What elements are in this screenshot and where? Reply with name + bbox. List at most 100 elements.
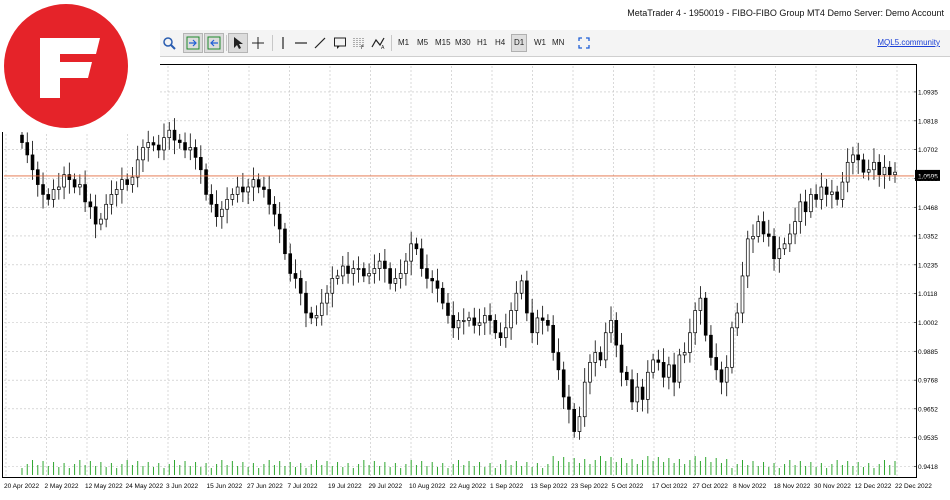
- candle-bullish: [693, 310, 697, 334]
- candle-bullish: [135, 159, 140, 178]
- candle-bullish: [840, 181, 845, 200]
- candle-bearish: [419, 248, 424, 269]
- date-tick-label: 17 Oct 2022: [652, 483, 688, 490]
- candle-bullish: [220, 208, 224, 218]
- candle-bullish: [251, 179, 256, 188]
- date-axis: 20 Apr 2022 2 May 2022 12 May 2022 24 May 2…: [4, 483, 932, 490]
- candle-bearish: [298, 278, 303, 294]
- candle-bearish: [199, 157, 203, 171]
- candle-bullish: [398, 273, 403, 279]
- candle-bullish: [751, 236, 755, 240]
- candle-bullish: [677, 354, 682, 383]
- candle-bullish: [509, 310, 513, 329]
- autoscroll-icon[interactable]: [183, 33, 203, 53]
- candle-bullish: [393, 278, 398, 284]
- candle-bullish: [735, 312, 740, 329]
- candle-bullish: [482, 315, 487, 324]
- candle-bullish: [603, 332, 608, 361]
- candle-bearish: [546, 320, 550, 326]
- price-tick-label: 1.0118: [918, 291, 938, 298]
- candle-bullish: [740, 275, 745, 314]
- timeframe-w1[interactable]: W1: [534, 38, 546, 47]
- candle-bullish: [99, 218, 103, 225]
- candle-bullish: [882, 166, 887, 176]
- candle-bearish: [567, 396, 571, 410]
- price-tick-label: 1.0818: [918, 118, 938, 125]
- candle-bullish: [782, 243, 787, 250]
- timeframe-m30[interactable]: M30: [455, 38, 471, 47]
- timeframe-h1[interactable]: H1: [477, 38, 488, 47]
- candle-bullish: [109, 194, 114, 205]
- candle-bearish: [824, 186, 829, 195]
- candle-bearish: [46, 194, 51, 200]
- timeframe-m15[interactable]: M15: [435, 38, 451, 47]
- bottom-strip: [0, 492, 950, 500]
- price-tick-label: 1.0702: [918, 147, 938, 154]
- candle-bullish: [788, 233, 792, 245]
- candle-bearish: [493, 320, 498, 334]
- candle-bullish: [341, 265, 345, 277]
- mql5-community-link[interactable]: MQL5.community: [877, 38, 940, 47]
- fibonacci-icon[interactable]: F: [349, 33, 369, 53]
- text-icon[interactable]: [330, 33, 350, 53]
- price-tick-label: 1.0235: [918, 262, 938, 269]
- candle-bullish: [793, 221, 797, 235]
- date-tick-label: 27 Jun 2022: [247, 483, 283, 490]
- cursor-icon[interactable]: [228, 33, 248, 53]
- date-tick-label: 3 Jun 2022: [166, 483, 199, 490]
- chart-shift-icon[interactable]: [204, 33, 224, 53]
- candle-bearish: [561, 369, 566, 398]
- chart-area[interactable]: [2, 64, 917, 478]
- timeframe-mn[interactable]: MN: [552, 38, 565, 47]
- candle-bearish: [435, 280, 440, 289]
- candle-bearish: [156, 144, 161, 151]
- candle-bearish: [772, 236, 776, 260]
- candle-bullish: [51, 189, 56, 200]
- candle-bearish: [283, 228, 287, 255]
- candle-bearish: [556, 352, 561, 371]
- candle-bullish: [504, 327, 508, 339]
- candle-bearish: [656, 359, 661, 363]
- date-tick-label: 22 Dec 2022: [895, 483, 932, 490]
- zoom-in-icon[interactable]: [159, 33, 179, 53]
- candle-bullish: [809, 194, 813, 213]
- candle-bullish: [377, 260, 382, 269]
- price-tick-label: 1.0585: [918, 176, 938, 183]
- timeframe-h4[interactable]: H4: [495, 38, 506, 47]
- timeframe-m1[interactable]: M1: [398, 38, 410, 47]
- candle-bullish: [167, 129, 172, 138]
- price-tick-label: 1.0352: [918, 233, 938, 240]
- crosshair-icon[interactable]: [248, 33, 268, 53]
- candle-bearish: [672, 364, 676, 383]
- date-tick-label: 24 May 2022: [126, 483, 164, 490]
- date-tick-label: 19 Jul 2022: [328, 483, 362, 490]
- price-tick-label: 0.9768: [918, 378, 938, 385]
- shapes-icon[interactable]: A: [369, 33, 389, 53]
- vertical-line-icon[interactable]: [273, 33, 293, 53]
- candle-bearish: [630, 379, 634, 403]
- candle-bullish: [319, 302, 324, 316]
- candle-bearish: [304, 292, 308, 314]
- candle-bullish: [114, 189, 119, 195]
- timeframe-d1[interactable]: D1: [511, 34, 528, 52]
- expand-icon[interactable]: [574, 33, 594, 53]
- candle-bearish: [30, 154, 35, 171]
- candle-bullish: [588, 362, 592, 383]
- candle-bullish: [188, 147, 193, 151]
- timeframe-m5[interactable]: M5: [417, 38, 429, 47]
- candle-bearish: [67, 174, 72, 180]
- date-tick-label: 23 Sep 2022: [571, 483, 608, 490]
- trendline-icon[interactable]: [310, 33, 330, 53]
- candle-bullish: [141, 147, 145, 161]
- horizontal-line-icon[interactable]: [291, 33, 311, 53]
- candle-bearish: [172, 129, 177, 141]
- candle-bearish: [41, 184, 45, 195]
- candle-bullish: [730, 327, 734, 368]
- candle-bearish: [383, 260, 387, 269]
- candle-bearish: [241, 186, 245, 193]
- candle-bullish: [330, 278, 335, 294]
- candle-bullish: [130, 176, 135, 185]
- date-tick-label: 29 Jul 2022: [369, 483, 403, 490]
- candle-bearish: [346, 265, 350, 274]
- candle-bearish: [887, 166, 892, 176]
